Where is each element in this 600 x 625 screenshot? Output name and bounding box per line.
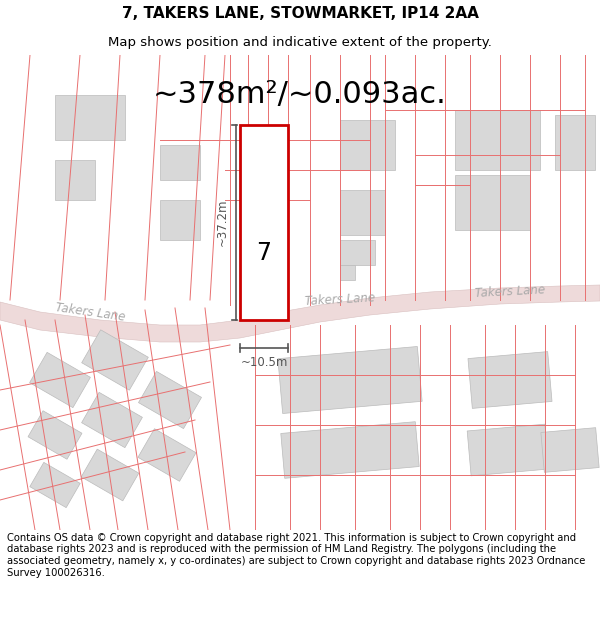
Text: Map shows position and indicative extent of the property.: Map shows position and indicative extent…	[108, 36, 492, 49]
Polygon shape	[278, 346, 422, 414]
Polygon shape	[455, 175, 530, 230]
Text: 7: 7	[257, 241, 271, 264]
Text: 7, TAKERS LANE, STOWMARKET, IP14 2AA: 7, TAKERS LANE, STOWMARKET, IP14 2AA	[122, 6, 478, 21]
Polygon shape	[82, 392, 142, 448]
Polygon shape	[29, 352, 91, 408]
Polygon shape	[541, 428, 599, 472]
Text: ~378m²/~0.093ac.: ~378m²/~0.093ac.	[153, 81, 447, 109]
Polygon shape	[340, 190, 385, 235]
Text: Takers Lane: Takers Lane	[475, 284, 545, 301]
Polygon shape	[160, 145, 200, 180]
Polygon shape	[468, 352, 552, 408]
Text: ~10.5m: ~10.5m	[241, 356, 287, 369]
Polygon shape	[340, 240, 375, 265]
Polygon shape	[340, 265, 355, 280]
Polygon shape	[160, 200, 200, 240]
Polygon shape	[281, 422, 419, 478]
Bar	[240, 125, 288, 320]
Polygon shape	[340, 120, 395, 170]
Polygon shape	[138, 429, 196, 481]
Polygon shape	[467, 424, 549, 476]
Text: Takers Lane: Takers Lane	[54, 301, 126, 323]
Polygon shape	[28, 411, 82, 459]
Polygon shape	[30, 462, 80, 508]
Polygon shape	[55, 160, 95, 200]
Polygon shape	[81, 449, 139, 501]
Polygon shape	[455, 110, 540, 170]
Text: Takers Lane: Takers Lane	[305, 292, 376, 308]
Polygon shape	[555, 115, 595, 170]
Polygon shape	[0, 285, 600, 342]
Text: Contains OS data © Crown copyright and database right 2021. This information is : Contains OS data © Crown copyright and d…	[7, 533, 586, 578]
Polygon shape	[55, 95, 125, 140]
Polygon shape	[82, 330, 148, 390]
Polygon shape	[139, 371, 202, 429]
Text: ~37.2m: ~37.2m	[215, 199, 229, 246]
